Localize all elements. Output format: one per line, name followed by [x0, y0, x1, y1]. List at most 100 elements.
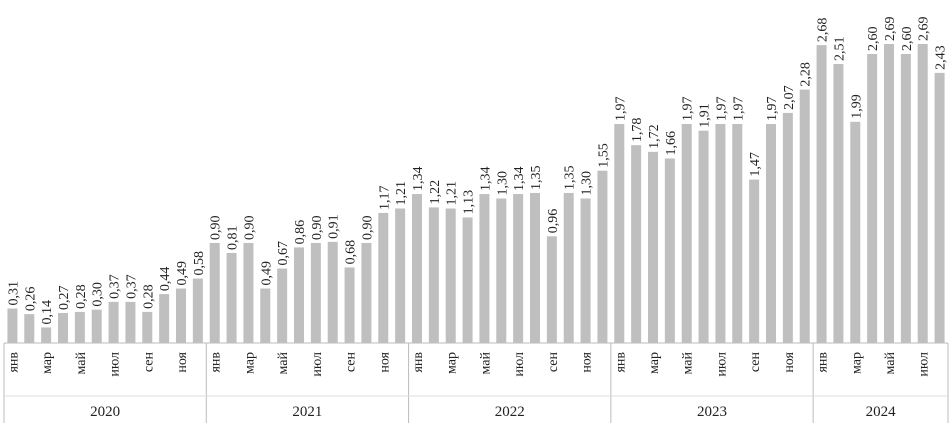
bar — [698, 130, 709, 343]
value-label: 0,26 — [23, 287, 38, 312]
bar — [513, 194, 524, 343]
x-tick-label: июл — [108, 352, 123, 377]
value-label: 0,90 — [209, 215, 224, 240]
bar — [782, 112, 793, 344]
value-label: 0,30 — [91, 282, 106, 307]
bar — [243, 242, 254, 343]
x-tick-label: май — [478, 352, 493, 375]
bar — [41, 327, 52, 343]
bar — [597, 170, 608, 343]
value-label: 2,60 — [900, 27, 915, 52]
bar — [428, 207, 439, 343]
x-tick-label: май — [276, 352, 291, 375]
bar — [648, 151, 658, 343]
value-label: 0,81 — [226, 225, 241, 249]
bar — [546, 236, 557, 343]
value-label: 2,51 — [832, 37, 847, 62]
bar — [462, 217, 473, 343]
value-label: 1,91 — [698, 103, 713, 128]
value-label: 1,55 — [596, 143, 611, 168]
bar — [7, 308, 18, 343]
value-label: 1,22 — [428, 180, 443, 205]
x-tick-label: июл — [714, 352, 729, 377]
bar — [816, 45, 827, 344]
bar — [917, 44, 928, 343]
value-label: 1,21 — [394, 181, 409, 206]
bar — [344, 267, 355, 343]
value-label: 0,14 — [40, 300, 55, 325]
value-label: 0,90 — [360, 215, 375, 240]
value-label: 0,37 — [108, 274, 123, 299]
x-tick-label: ноя — [580, 351, 595, 372]
x-tick-label: ноя — [377, 351, 392, 372]
x-tick-label: сен — [141, 351, 156, 372]
bar — [867, 54, 878, 343]
value-label: 0,31 — [6, 281, 21, 306]
value-label: 0,68 — [344, 240, 359, 265]
value-label: 0,49 — [259, 261, 274, 286]
group-label: 2023 — [697, 404, 727, 420]
bar — [580, 198, 591, 343]
value-label: 0,28 — [74, 284, 89, 309]
bar — [681, 124, 692, 343]
value-label: 1,99 — [849, 94, 864, 119]
bar — [142, 311, 153, 343]
x-tick-label: май — [883, 352, 898, 375]
value-label: 0,44 — [158, 267, 173, 292]
value-label: 0,49 — [175, 261, 190, 286]
bar — [58, 312, 68, 343]
value-label: 1,34 — [512, 167, 527, 192]
x-tick-label: май — [681, 352, 696, 375]
x-tick-label: ноя — [175, 351, 190, 372]
value-label: 2,28 — [799, 62, 814, 87]
value-label: 0,90 — [242, 215, 257, 240]
x-tick-label: янв — [816, 352, 831, 373]
value-label: 0,67 — [276, 241, 291, 266]
x-tick-label: мар — [40, 352, 55, 374]
bar — [715, 124, 726, 343]
bar — [766, 124, 776, 343]
x-tick-label: янв — [209, 352, 224, 373]
x-tick-label: янв — [411, 352, 426, 373]
bar — [108, 301, 119, 343]
bar — [260, 288, 271, 343]
value-label: 2,69 — [917, 17, 932, 42]
bar — [749, 179, 760, 343]
value-label: 0,37 — [124, 274, 139, 299]
value-label: 1,21 — [445, 181, 460, 206]
bar — [479, 194, 490, 343]
x-tick-label: мар — [647, 352, 662, 374]
bar — [732, 124, 743, 343]
x-tick-label: сен — [748, 351, 763, 372]
bar — [24, 314, 35, 343]
bar — [176, 288, 186, 343]
value-label: 1,97 — [681, 97, 696, 122]
bar — [614, 124, 625, 343]
x-tick-label: сен — [344, 351, 359, 372]
x-tick-label: май — [74, 352, 89, 375]
bar — [125, 301, 136, 343]
value-label: 1,97 — [613, 97, 628, 122]
bar — [934, 72, 945, 343]
bar — [850, 121, 861, 343]
bar — [192, 278, 203, 343]
bar — [631, 145, 642, 343]
value-label: 1,34 — [478, 167, 493, 192]
value-label: 1,35 — [563, 165, 578, 190]
bar — [361, 242, 372, 343]
value-label: 2,69 — [883, 17, 898, 42]
value-label: 2,07 — [782, 85, 797, 110]
bar — [799, 89, 810, 343]
value-label: 1,97 — [731, 97, 746, 122]
bar — [209, 242, 220, 343]
value-label: 1,72 — [647, 124, 662, 149]
value-label: 0,91 — [327, 214, 342, 239]
value-label: 0,96 — [546, 209, 561, 234]
bar — [91, 309, 102, 343]
group-label: 2024 — [866, 404, 897, 420]
group-label: 2021 — [292, 404, 322, 420]
value-label: 1,30 — [580, 171, 595, 196]
value-label: 0,27 — [57, 285, 72, 310]
